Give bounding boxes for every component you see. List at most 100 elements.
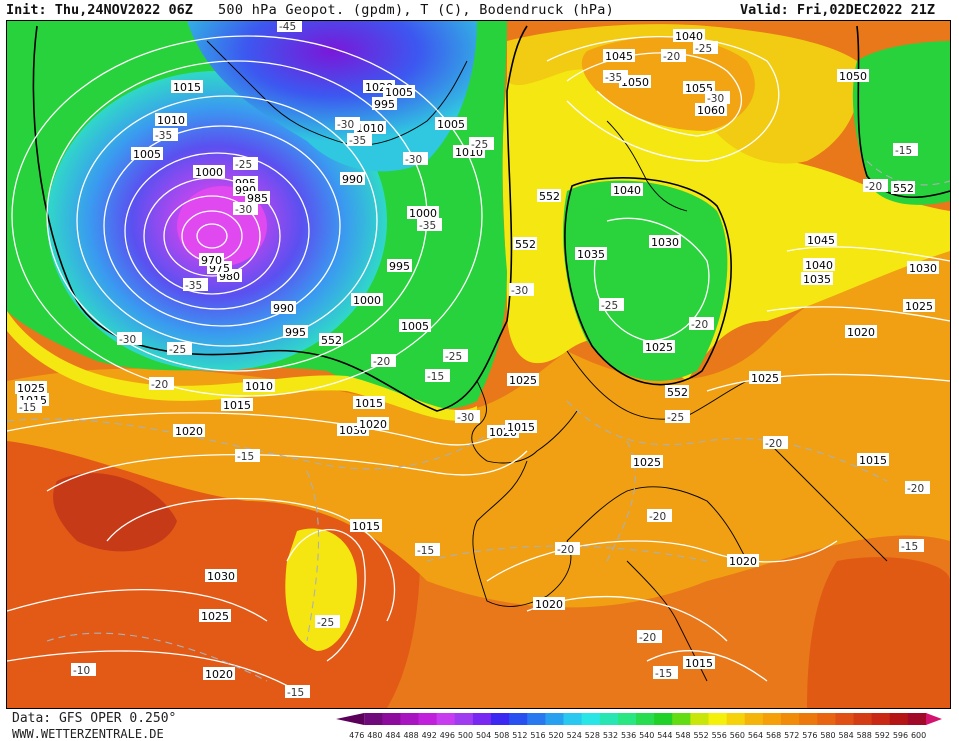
pressure-label-bg	[575, 247, 607, 260]
scale-tick-label: 516	[530, 731, 545, 740]
temperature-label: -25	[445, 351, 462, 363]
pressure-label-bg	[205, 569, 237, 582]
temperature-label: -15	[427, 371, 444, 383]
temperature-label-bg	[403, 152, 428, 165]
scale-tick-label: 544	[657, 731, 672, 740]
temperature-label: -30	[119, 334, 136, 346]
pressure-label-bg	[803, 258, 835, 271]
scale-swatch	[454, 713, 474, 725]
chart-footer: Data: GFS OPER 0.250° WWW.WETTERZENTRALE…	[0, 709, 959, 741]
pressure-label: 995	[389, 260, 410, 273]
scale-swatch	[436, 713, 456, 725]
pressure-label-bg	[372, 97, 397, 110]
scale-swatch	[617, 713, 637, 725]
pressure-label-bg	[354, 121, 386, 134]
temperature-label: -15	[237, 451, 254, 463]
temperature-labels: -45 -35 -25 -30 -35 -30 -25 -20 -30 -35 -25 -30 -35 -…	[17, 21, 930, 699]
temperature-label-bg	[689, 317, 714, 330]
scale-tick-label: 484	[385, 731, 400, 740]
temperature-label-bg	[665, 410, 690, 423]
scale-tick-label: 592	[875, 731, 890, 740]
scale-swatch	[491, 713, 510, 725]
hot-core	[53, 473, 177, 552]
temperature-label: -30	[707, 93, 724, 105]
temperature-label: -20	[557, 544, 574, 556]
pressure-label-bg	[435, 117, 467, 130]
pressure-label-bg	[193, 165, 225, 178]
scale-swatch	[690, 713, 709, 725]
scale-swatch	[781, 713, 800, 725]
pressure-label: 1005	[133, 148, 161, 161]
temperature-label: -45	[279, 21, 296, 33]
pressure-label-bg	[399, 319, 431, 332]
pressure-label: 1050	[839, 70, 867, 83]
scale-tick-label: 488	[403, 731, 418, 740]
scale-tick-label: 600	[911, 731, 926, 740]
scale-swatch	[509, 713, 528, 725]
pressure-label: 990	[273, 302, 294, 315]
pressure-label-bg	[683, 81, 715, 94]
scale-tick-label: 532	[603, 731, 618, 740]
temperature-label-bg	[417, 218, 442, 231]
scale-swatch	[907, 713, 927, 725]
scale-swatch	[744, 713, 764, 725]
scale-swatch	[853, 713, 873, 725]
temperature-label: -10	[73, 665, 90, 677]
weather-map[interactable]: 1015101010051000995990985980975970102010…	[6, 20, 951, 709]
temperature-label-bg	[693, 41, 718, 54]
pressure-label-bg	[245, 191, 270, 204]
contour-552-scandinavia	[564, 177, 732, 386]
pressure-label: 1025	[17, 382, 45, 395]
temperature-label-bg	[233, 157, 258, 170]
pressure-label-bg	[801, 272, 833, 285]
pressure-label: 1020	[847, 326, 875, 339]
contour-552-label: 552	[321, 334, 342, 347]
pressure-label-bg	[631, 455, 663, 468]
temperature-label: -35	[155, 130, 172, 142]
pressure-label-bg	[805, 233, 837, 246]
pressure-label-bg	[221, 398, 253, 411]
temperature-label: -20	[649, 511, 666, 523]
pressure-label-bg	[507, 373, 539, 386]
temperature-label: -35	[185, 280, 202, 292]
scale-tick-label: 568	[766, 731, 781, 740]
pressure-label: 1015	[859, 454, 887, 467]
pressure-label-bg	[533, 597, 565, 610]
pressure-label-bg	[173, 424, 205, 437]
scale-tick-label: 520	[548, 731, 563, 740]
pressure-label: 970	[201, 254, 222, 267]
temperature-label-bg	[117, 332, 142, 345]
temperature-label: -20	[691, 319, 708, 331]
contour-552-label: 552	[893, 182, 914, 195]
pressure-label: 995	[374, 98, 395, 111]
scale-swatch	[581, 713, 601, 725]
temperature-label: -25	[235, 159, 252, 171]
scale-tick-label: 576	[802, 731, 817, 740]
pressure-label: 1030	[651, 236, 679, 249]
scale-swatch	[545, 713, 564, 725]
pressure-label-bg	[845, 325, 877, 338]
temperature-label: -15	[895, 145, 912, 157]
pressure-label-bg	[505, 420, 537, 433]
pressure-label: 1010	[245, 380, 273, 393]
pressure-label-bg	[903, 299, 935, 312]
scale-swatch	[382, 713, 401, 725]
scale-swatch	[672, 713, 691, 725]
scale-tick-label: 528	[585, 731, 600, 740]
green-scandinavia	[563, 180, 728, 381]
temperature-label: -25	[667, 412, 684, 424]
temperature-label-bg	[555, 542, 580, 555]
scale-tick-label: 560	[730, 731, 745, 740]
temperature-label-bg	[763, 436, 788, 449]
temperature-label-bg	[647, 509, 672, 522]
pressure-label-bg	[611, 183, 643, 196]
pressure-label-bg	[695, 103, 727, 116]
temperature-label-bg	[183, 278, 208, 291]
scale-swatch	[799, 713, 818, 725]
website-label: WWW.WETTERZENTRALE.DE	[12, 727, 164, 741]
temperature-label-bg	[905, 481, 930, 494]
pressure-label: 1060	[697, 104, 725, 117]
data-source-label: Data: GFS OPER 0.250°	[12, 711, 177, 726]
scale-tick-label: 508	[494, 731, 509, 740]
scale-swatch	[336, 713, 365, 725]
